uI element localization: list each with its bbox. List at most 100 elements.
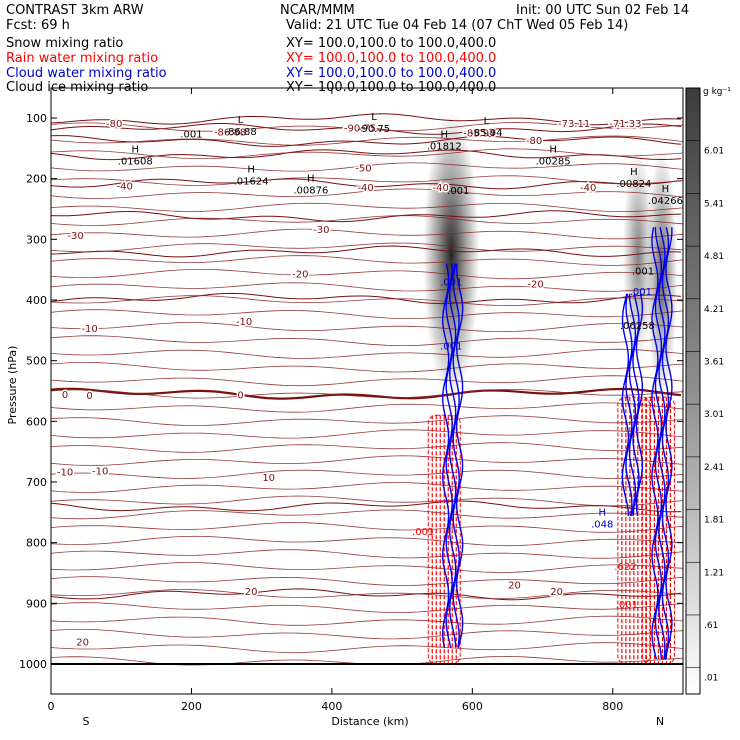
isotherm-minor [51,402,683,413]
isotherm--80 [51,113,682,126]
contour-label: 10 [262,473,275,484]
x-axis-label: Distance (km) [331,715,408,728]
cloudwater-contour-0 [452,263,460,648]
cloudwater-contour-1 [621,293,630,516]
extremum-value: -85.94 [470,128,502,139]
legend-snow-xy: XY= 100.0,100.0 to 100.0,400.0 [286,36,497,51]
isotherm-minor [51,202,683,212]
isotherm-minor [51,309,683,319]
isotherm-minor [51,482,683,493]
contour-label: -40 [433,183,449,194]
extremum-h-marker: H [132,145,140,156]
rain-envelope-2 [641,396,675,665]
colorbar-tick-label: 1.21 [704,568,724,578]
y-tick-label: 800 [26,537,47,550]
isotherm-minor [51,295,683,307]
isotherm--70 [51,123,682,135]
contour-label: -10 [81,324,97,335]
contour-label: -10 [236,317,252,328]
isotherm-minor [51,335,683,346]
isotherm-minor [51,535,683,547]
contour-label: -20 [527,280,543,291]
extremum-value: .04266 [648,196,683,207]
extremum-l-marker: L [371,112,377,123]
isotherm-minor [51,255,683,266]
y-tick-label: 100 [26,112,47,125]
header-org: NCAR/MMM [280,3,355,18]
legend-rain-label: Rain water mixing ratio [6,51,159,66]
x-tick-label: 400 [321,700,342,713]
colorbar-tick-label: 3.01 [704,410,724,420]
isotherm-minor [51,348,683,359]
contour-label: -80 [526,136,542,147]
extremum-value: .00876 [293,186,328,197]
cloudwater-contour-0 [455,263,464,648]
isotherm-minor [51,228,683,240]
isotherm-minor [51,215,683,226]
isotherm-20 [51,588,682,601]
contour-label: -40 [117,181,133,192]
y-tick-label: 700 [26,476,47,489]
colorbar-units: g kg⁻¹ [703,87,731,97]
y-tick-label: 300 [26,233,47,246]
isotherm-minor [51,242,683,253]
isotherm-minor [51,148,683,159]
contour-label: -40 [357,183,373,194]
colorbar-tick-label: 2.41 [704,463,724,473]
cloudwater-contour-2 [658,227,666,660]
x-tick-label: 800 [602,700,623,713]
extremum-h-marker: H [630,167,638,178]
isotherm-minor [51,455,683,466]
colorbar-tick-label: 1.81 [704,516,724,526]
contour-label: 0 [86,391,92,402]
contour-label: -20 [292,269,308,280]
isotherm-minor [51,122,683,132]
isotherm--60 [51,135,682,147]
x-tick-label: 0 [48,700,55,713]
extremum-value: .01624 [234,177,269,188]
header-init: Init: 00 UTC Sun 02 Feb 14 [516,3,690,18]
header-valid: Valid: 21 UTC Tue 04 Feb 14 (07 ChT Wed … [286,18,629,33]
isotherm-minor [51,269,683,280]
isotherm-minor [51,429,683,439]
y-tick-label: 1000 [19,658,47,671]
colorbar-tick-label: 5.41 [704,199,724,209]
isotherm-minor [51,602,683,614]
isotherm-minor [51,642,683,654]
mixing-ratio-label: .001 [412,527,434,538]
isotherm--10 [51,292,682,305]
isotherm-minor [51,615,683,626]
legend-cloudwater-xy: XY= 100.0,100.0 to 100.0,400.0 [286,66,497,81]
y-tick-label: 200 [26,173,47,186]
cloudwater-contour-1 [635,293,644,517]
mixing-ratio-label: .001 [632,267,654,278]
mixing-ratio-label: .001 [630,287,652,298]
isotherm--40 [51,178,682,190]
extremum-value: -90.75 [358,124,390,135]
extremum-value: -86.88 [224,127,256,138]
x-tick-label: 200 [181,700,202,713]
extremum-value: .01812 [427,141,462,152]
contour-label: 20 [508,581,521,592]
extremum-value: .00824 [616,179,651,190]
isotherm-10 [51,500,682,513]
contour-label: -86.88 [214,127,246,138]
isotherm-minor [51,162,683,172]
cloudwater-contour-2 [661,227,670,660]
contour-label: 20 [245,587,258,598]
contour-label: -40 [580,183,596,194]
extremum-h-marker: H [549,145,557,156]
isotherm-minor [51,389,683,399]
contour-label: -71.33 [609,119,641,130]
x-end-label-south: S [83,715,90,728]
extremum-h-marker: H [598,507,606,518]
contour-label: -50 [355,164,371,175]
mixing-ratio-label: .06258 [620,321,655,332]
isotherm-minor [51,282,683,292]
extremum-h-marker: H [440,129,448,140]
isotherm-minor [51,562,683,573]
cloudwater-contour-0 [441,263,450,648]
isotherm-minor [51,549,683,559]
mixing-ratio-label: .001 [616,600,638,611]
colorbar-tick-label: 6.01 [704,147,724,157]
